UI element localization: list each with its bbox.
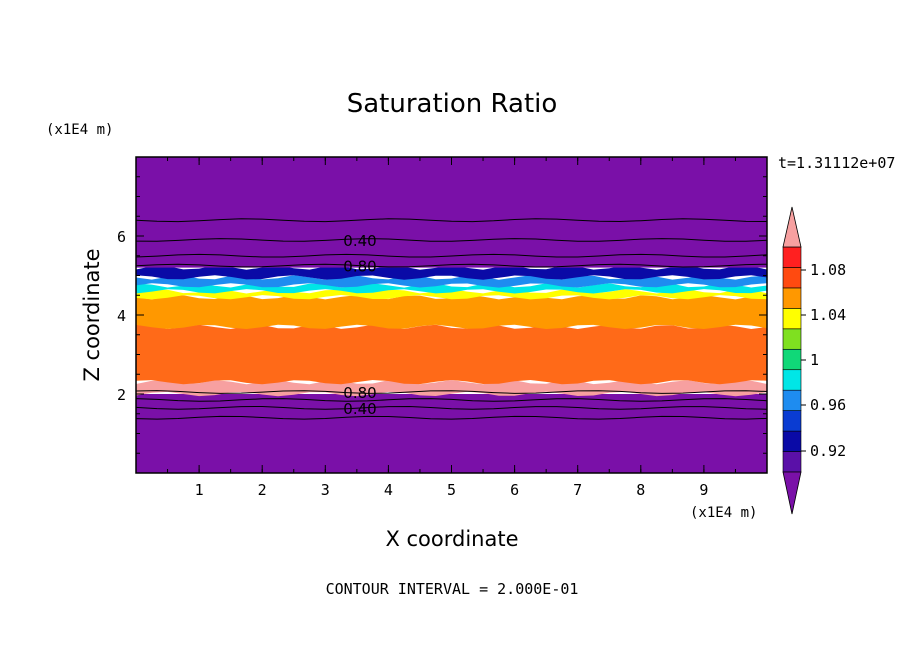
contour-line: [136, 398, 767, 402]
contour-line: [136, 405, 767, 410]
colorbar-segment: [782, 430, 802, 452]
contour-line: [136, 415, 767, 420]
contour-band: [136, 157, 767, 268]
colorbar-segment: [782, 369, 802, 391]
x-tick-label: 9: [699, 481, 708, 499]
contour-band: [136, 295, 767, 329]
colorbar-tick-label: 0.92: [810, 442, 846, 460]
x-axis-ticks: 1 2 3 4 5 6 7 8 9: [167, 157, 736, 499]
y-axis-unit: (x1E4 m): [46, 122, 113, 138]
colorbar-segment: [782, 287, 802, 309]
contour-line: [136, 238, 767, 242]
contour-line: [136, 263, 767, 268]
chart-title: Saturation Ratio: [347, 89, 558, 119]
contour-band: [136, 275, 767, 288]
contour-fill-region: [136, 157, 767, 473]
colorbar-under-arrow: [782, 471, 802, 515]
colorbar-segment: [782, 246, 802, 268]
contour-line: [136, 253, 767, 258]
colorbar-segment: [782, 410, 802, 432]
contour-label: 0.80: [343, 384, 376, 402]
contour-band: [136, 324, 767, 385]
contour-band: [136, 394, 767, 473]
contour-label: 0.40: [343, 400, 376, 418]
colorbar-tick-label: 1.04: [810, 306, 846, 324]
colorbar-tick-label: 1: [810, 351, 819, 369]
colorbar-segment: [782, 308, 802, 330]
colorbar: 1.08 1.04 1 0.96 0.92: [782, 206, 846, 515]
contour-band: [136, 380, 767, 397]
contour-line: [136, 390, 767, 394]
colorbar-segment: [782, 267, 802, 289]
x-tick-label: 4: [384, 481, 393, 499]
colorbar-over-arrow: [782, 206, 802, 248]
x-tick-label: 5: [447, 481, 456, 499]
contour-lines: 0.400.800.800.40: [136, 218, 767, 420]
x-tick-label: 7: [573, 481, 582, 499]
x-tick-label: 1: [195, 481, 204, 499]
contour-interval-note: CONTOUR INTERVAL = 2.000E-01: [326, 580, 579, 598]
y-tick-label: 6: [117, 228, 126, 246]
colorbar-tick-label: 0.96: [810, 396, 846, 414]
x-tick-label: 2: [258, 481, 267, 499]
colorbar-segment: [782, 389, 802, 411]
x-tick-label: 8: [636, 481, 645, 499]
contour-line: [136, 218, 767, 223]
x-axis-label: X coordinate: [385, 527, 518, 551]
time-label: t=1.31112e+07: [778, 154, 895, 172]
y-axis-label: Z coordinate: [80, 248, 104, 381]
y-tick-label: 4: [117, 307, 126, 325]
contour-label: 0.80: [343, 258, 376, 276]
colorbar-segment: [782, 348, 802, 371]
contour-label: 0.40: [343, 232, 376, 250]
colorbar-segment: [782, 328, 802, 350]
contour-band: [136, 265, 767, 280]
colorbar-tick-label: 1.08: [810, 261, 846, 279]
y-tick-label: 2: [117, 386, 126, 404]
colorbar-segment: [782, 451, 802, 473]
x-tick-label: 3: [321, 481, 330, 499]
y-axis-ticks: 2 4 6: [117, 176, 767, 454]
contour-band: [136, 289, 767, 300]
x-axis-unit: (x1E4 m): [690, 505, 757, 521]
x-tick-label: 6: [510, 481, 519, 499]
contour-band: [136, 283, 767, 294]
